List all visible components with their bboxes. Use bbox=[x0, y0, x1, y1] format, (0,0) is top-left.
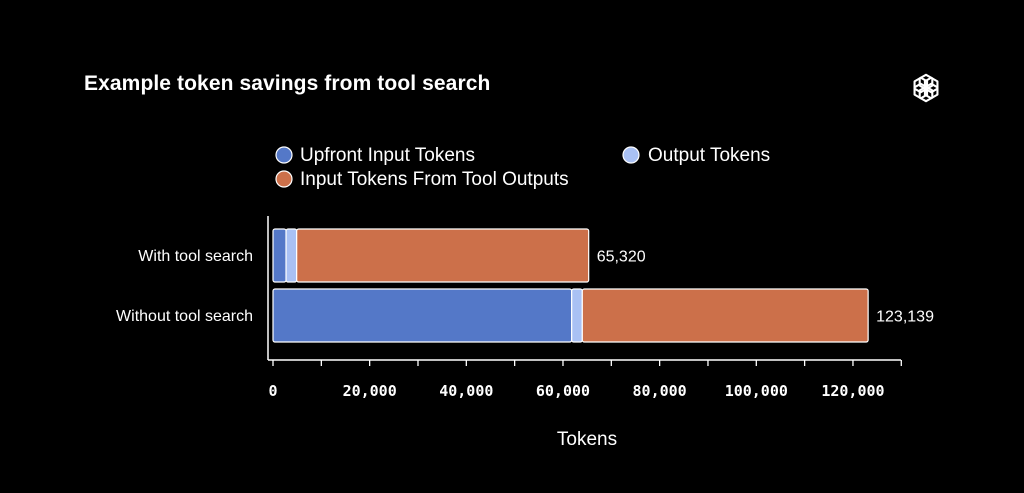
bar-without-tool-search-upfront bbox=[272, 288, 573, 343]
legend: Upfront Input Tokens Output Tokens Input… bbox=[275, 145, 770, 190]
legend-item-tool-outputs: Input Tokens From Tool Outputs bbox=[275, 169, 569, 190]
legend-swatch-output bbox=[622, 146, 640, 164]
openai-logo-icon bbox=[910, 73, 942, 103]
bars-group bbox=[272, 228, 869, 343]
x-tick-label: 60,000 bbox=[536, 382, 590, 400]
bar-without-tool-search-tool-outputs bbox=[581, 288, 869, 343]
legend-label-upfront: Upfront Input Tokens bbox=[300, 145, 475, 166]
category-label-with-tool-search: With tool search bbox=[138, 248, 253, 265]
x-tick-label: 40,000 bbox=[439, 382, 493, 400]
legend-item-output: Output Tokens bbox=[622, 145, 770, 166]
chart-title: Example token savings from tool search bbox=[84, 72, 491, 95]
legend-swatch-tool-outputs bbox=[275, 170, 293, 188]
bar-with-tool-search-upfront bbox=[272, 228, 287, 283]
x-ticks-group: 0 20,000 40,000 60,000 80,000 100,000 120,000 bbox=[268, 360, 902, 400]
legend-item-upfront: Upfront Input Tokens bbox=[275, 145, 475, 166]
legend-swatch-upfront bbox=[275, 146, 293, 164]
total-label-with-tool-search: 65,320 bbox=[597, 249, 646, 266]
bar-with-tool-search-tool-outputs bbox=[296, 228, 590, 283]
bar-without-tool-search-output bbox=[571, 288, 583, 343]
total-label-without-tool-search: 123,139 bbox=[876, 309, 934, 326]
legend-label-tool-outputs: Input Tokens From Tool Outputs bbox=[300, 169, 569, 190]
x-tick-label: 20,000 bbox=[343, 382, 397, 400]
x-axis-title: Tokens bbox=[557, 429, 617, 450]
x-tick-label: 100,000 bbox=[725, 382, 788, 400]
bar-with-tool-search-output bbox=[285, 228, 298, 283]
x-tick-label: 0 bbox=[268, 382, 277, 400]
category-label-without-tool-search: Without tool search bbox=[116, 308, 253, 325]
x-tick-label: 120,000 bbox=[821, 382, 884, 400]
x-tick-label: 80,000 bbox=[633, 382, 687, 400]
legend-label-output: Output Tokens bbox=[648, 145, 770, 166]
total-labels-group: 65,320 123,139 bbox=[597, 249, 934, 326]
